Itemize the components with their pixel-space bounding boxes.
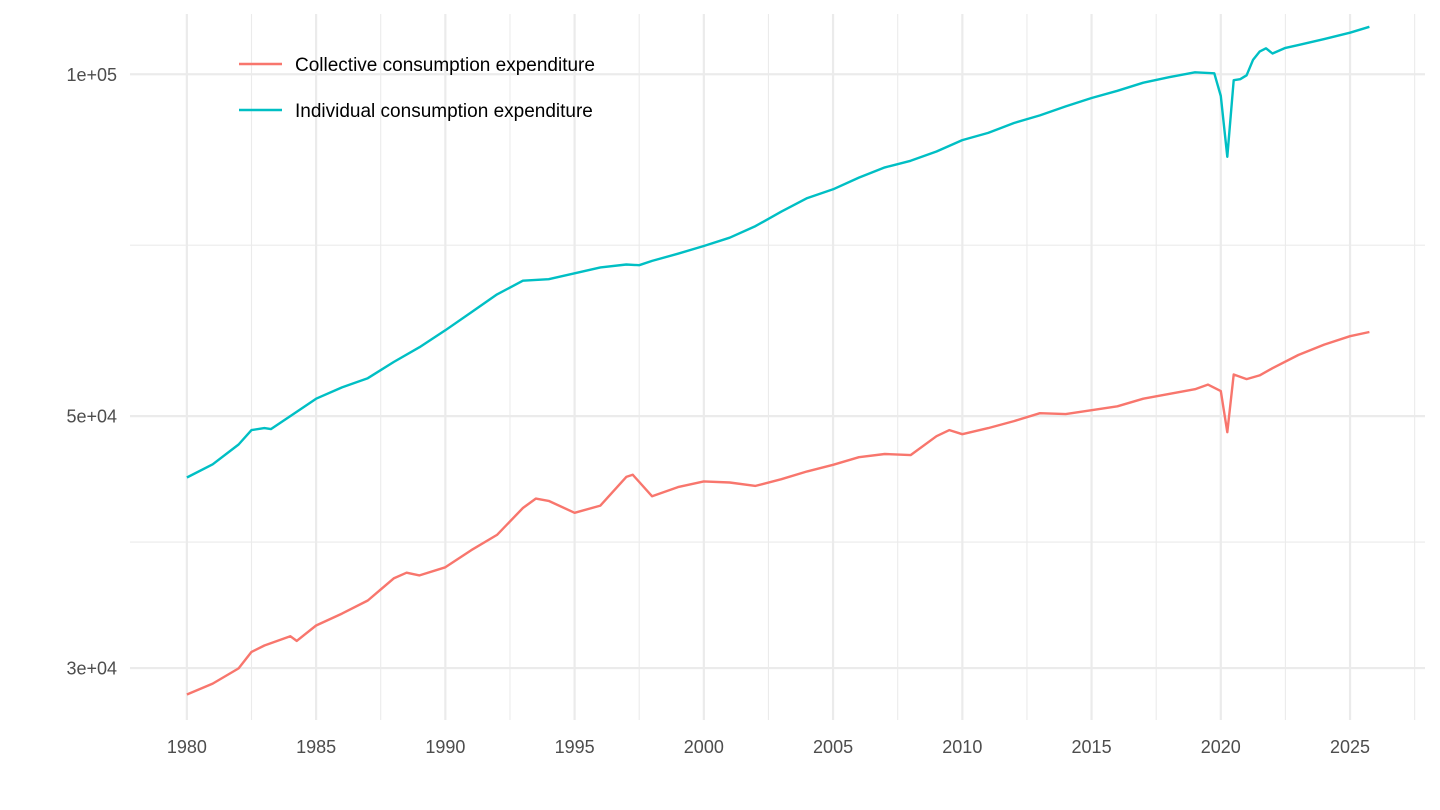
x-tick-label: 2010: [942, 737, 982, 757]
legend-label-individual: Individual consumption expenditure: [295, 101, 593, 122]
x-tick-label: 1985: [296, 737, 336, 757]
x-tick-label: 2015: [1072, 737, 1112, 757]
x-tick-label: 2025: [1330, 737, 1370, 757]
x-axis-tick-labels: 1980 1985 1990 1995 2000 2005 2010 2015 2020 2025: [167, 737, 1370, 757]
x-tick-label: 2000: [684, 737, 724, 757]
x-tick-label: 2005: [813, 737, 853, 757]
legend-label-collective: Collective consumption expenditure: [295, 55, 595, 76]
y-axis-tick-labels: 3e+04 5e+04 1e+05: [66, 65, 117, 679]
series-line-collective: [186, 330, 1370, 696]
x-tick-label: 1995: [555, 737, 595, 757]
series-layer: [186, 25, 1370, 696]
major-x-gridlines: [185, 14, 1352, 720]
y-tick-label: 5e+04: [66, 407, 117, 427]
x-tick-label: 1990: [425, 737, 465, 757]
x-tick-label: 1980: [167, 737, 207, 757]
series-line-individual: [186, 25, 1370, 479]
y-tick-label: 1e+05: [66, 65, 117, 85]
minor-x-gridlines: [250, 14, 1416, 720]
legend: Collective consumption expenditure Indiv…: [239, 55, 595, 122]
x-tick-label: 2020: [1201, 737, 1241, 757]
minor-y-gridlines: [130, 244, 1425, 543]
major-y-gridlines: [130, 73, 1425, 670]
y-tick-label: 3e+04: [66, 659, 117, 679]
